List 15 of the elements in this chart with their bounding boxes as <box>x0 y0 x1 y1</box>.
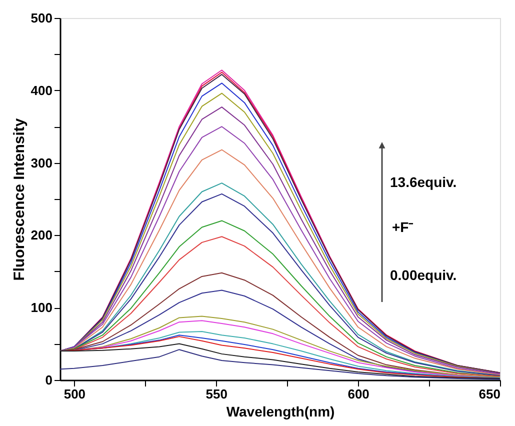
annotation: 13.6equiv. <box>390 174 457 190</box>
y-tick-label: 500 <box>30 10 52 26</box>
x-tick-label: 650 <box>478 386 500 402</box>
x-tick-label: 500 <box>64 386 86 402</box>
annotation: 0.00equiv. <box>390 267 457 283</box>
y-tick-label: 0 <box>45 372 52 388</box>
y-axis-title: Fluorescence Intensity <box>10 118 28 281</box>
annotation: +F⁻ <box>392 219 414 235</box>
y-tick-label: 100 <box>30 300 52 316</box>
x-axis-title: Wavelength(nm) <box>226 404 335 420</box>
y-tick-label: 400 <box>30 82 52 98</box>
y-tick-label: 200 <box>30 228 52 243</box>
x-tick-label: 600 <box>348 386 370 402</box>
y-tick-label: 300 <box>30 155 52 170</box>
x-tick-label: 550 <box>206 386 228 402</box>
